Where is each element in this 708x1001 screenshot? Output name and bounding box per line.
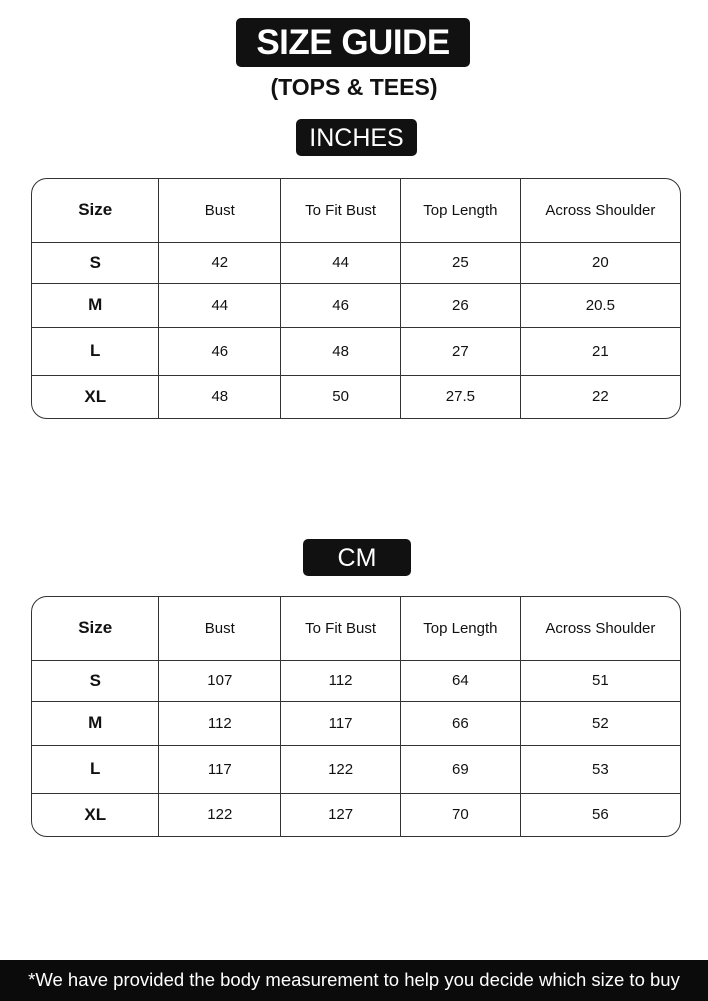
header-row: Size Bust To Fit Bust Top Length Across Shou…	[32, 597, 680, 661]
size-cell: L	[32, 327, 160, 376]
value-cell: 69	[400, 745, 521, 794]
column-header: To Fit Bust	[280, 179, 402, 243]
column-header: Bust	[158, 597, 282, 661]
size-cell: XL	[32, 375, 160, 418]
value-cell: 25	[400, 242, 521, 284]
table-row: XL 122 127 70 56	[32, 793, 680, 836]
size-table: Size Bust To Fit Bust Top Length Across Shou…	[32, 179, 680, 418]
header-row: Size Bust To Fit Bust Top Length Across Shou…	[32, 179, 680, 243]
page-subtitle: (TOPS & TEES)	[270, 74, 438, 100]
value-cell: 117	[280, 701, 402, 746]
size-cell: M	[32, 283, 160, 328]
value-cell: 52	[520, 701, 680, 746]
column-header: Across Shoulder	[520, 597, 680, 661]
value-cell: 117	[158, 745, 282, 794]
size-table-inches: Size Bust To Fit Bust Top Length Across Shou…	[31, 178, 681, 419]
value-cell: 42	[158, 242, 282, 284]
value-cell: 70	[400, 793, 521, 836]
value-cell: 51	[520, 660, 680, 702]
size-cell: M	[32, 701, 160, 746]
size-table: Size Bust To Fit Bust Top Length Across Shou…	[32, 597, 680, 836]
value-cell: 20	[520, 242, 680, 284]
column-header: Across Shoulder	[520, 179, 680, 243]
value-cell: 44	[158, 283, 282, 328]
value-cell: 56	[592, 806, 609, 824]
value-cell: 21	[520, 327, 680, 376]
unit-label-cm: CM	[303, 539, 411, 576]
value-cell: 66	[400, 701, 521, 746]
value-cell: 46	[280, 283, 402, 328]
value-cell: 27	[400, 327, 521, 376]
table-row: S 107 112 64 51	[32, 660, 680, 702]
value-cell: 127	[280, 793, 402, 836]
value-cell: 50	[280, 375, 402, 418]
page-title: SIZE GUIDE	[236, 18, 470, 67]
column-header: Bust	[158, 179, 282, 243]
table-row: M 112 117 66 52	[32, 701, 680, 746]
value-cell: 53	[520, 745, 680, 794]
size-cell: S	[32, 660, 160, 702]
size-cell: S	[32, 242, 160, 284]
column-header: Top Length	[400, 597, 521, 661]
value-cell: 122	[158, 793, 282, 836]
table-row: M 44 46 26 20.5	[32, 283, 680, 328]
table-row: XL 48 50 27.5 22	[32, 375, 680, 418]
column-header: Size	[32, 597, 160, 661]
value-cell: 20.5	[520, 283, 680, 328]
value-cell: 44	[280, 242, 402, 284]
table-row: L 46 48 27 21	[32, 327, 680, 376]
value-cell: 122	[280, 745, 402, 794]
table-row: L 117 122 69 53	[32, 745, 680, 794]
column-header: To Fit Bust	[280, 597, 402, 661]
value-cell: 112	[280, 660, 402, 702]
value-cell: 46	[158, 327, 282, 376]
value-cell: 112	[158, 701, 282, 746]
value-cell: 48	[280, 327, 402, 376]
value-cell: 27.5	[400, 375, 521, 418]
size-table-cm: Size Bust To Fit Bust Top Length Across Shou…	[31, 596, 681, 837]
value-cell: 64	[400, 660, 521, 702]
value-cell: 22	[592, 388, 609, 406]
column-header: Size	[32, 179, 160, 243]
size-cell: XL	[32, 793, 160, 836]
unit-label-inches: INCHES	[296, 119, 417, 156]
value-cell: 48	[158, 375, 282, 418]
table-row: S 42 44 25 20	[32, 242, 680, 284]
size-cell: L	[32, 745, 160, 794]
column-header: Top Length	[400, 179, 521, 243]
value-cell: 26	[400, 283, 521, 328]
value-cell: 107	[158, 660, 282, 702]
footer-note: *We have provided the body measurement t…	[0, 960, 708, 1001]
